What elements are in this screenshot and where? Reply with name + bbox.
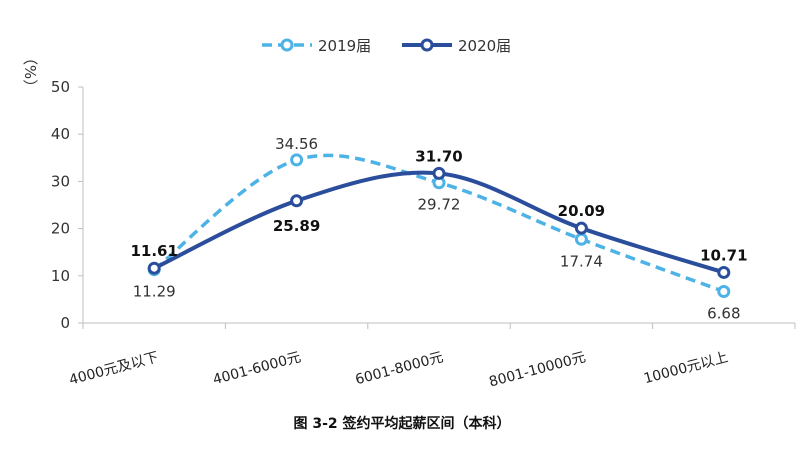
y-tick-label: 50 bbox=[51, 78, 70, 96]
data-label: 29.72 bbox=[418, 196, 461, 214]
data-label: 25.89 bbox=[273, 217, 320, 235]
data-label: 10.71 bbox=[700, 246, 747, 264]
data-label: 6.68 bbox=[707, 304, 740, 322]
y-axis-label: （%） bbox=[21, 50, 39, 94]
data-label: 11.61 bbox=[130, 242, 177, 260]
data-point bbox=[147, 261, 161, 275]
data-point bbox=[432, 166, 446, 180]
data-label: 11.29 bbox=[133, 283, 176, 301]
data-point bbox=[717, 284, 731, 298]
data-label: 20.09 bbox=[558, 202, 605, 220]
y-tick-label: 10 bbox=[51, 267, 70, 285]
y-tick-label: 30 bbox=[51, 172, 70, 190]
x-tick-label: 4000元及以下 bbox=[68, 349, 161, 388]
legend-label: 2020届 bbox=[458, 37, 511, 55]
data-point bbox=[717, 265, 731, 279]
y-tick-label: 20 bbox=[51, 220, 70, 238]
data-point bbox=[290, 194, 304, 208]
data-point bbox=[290, 153, 304, 167]
legend-marker bbox=[420, 38, 434, 52]
chart-caption: 图 3-2 签约平均起薪区间（本科） bbox=[293, 415, 510, 432]
y-tick-label: 0 bbox=[60, 314, 70, 332]
x-tick-label: 8001-10000元 bbox=[487, 349, 587, 390]
y-tick-label: 40 bbox=[51, 125, 70, 143]
data-point bbox=[574, 232, 588, 246]
legend-label: 2019届 bbox=[318, 37, 371, 55]
data-label: 34.56 bbox=[275, 135, 318, 153]
x-tick-label: 6001-8000元 bbox=[354, 349, 445, 388]
data-point bbox=[574, 221, 588, 235]
x-tick-label: 4001-6000元 bbox=[211, 349, 302, 388]
data-label: 17.74 bbox=[560, 252, 603, 270]
legend-marker bbox=[280, 38, 294, 52]
x-tick-label: 10000元以上 bbox=[642, 349, 730, 387]
data-label: 31.70 bbox=[415, 147, 462, 165]
